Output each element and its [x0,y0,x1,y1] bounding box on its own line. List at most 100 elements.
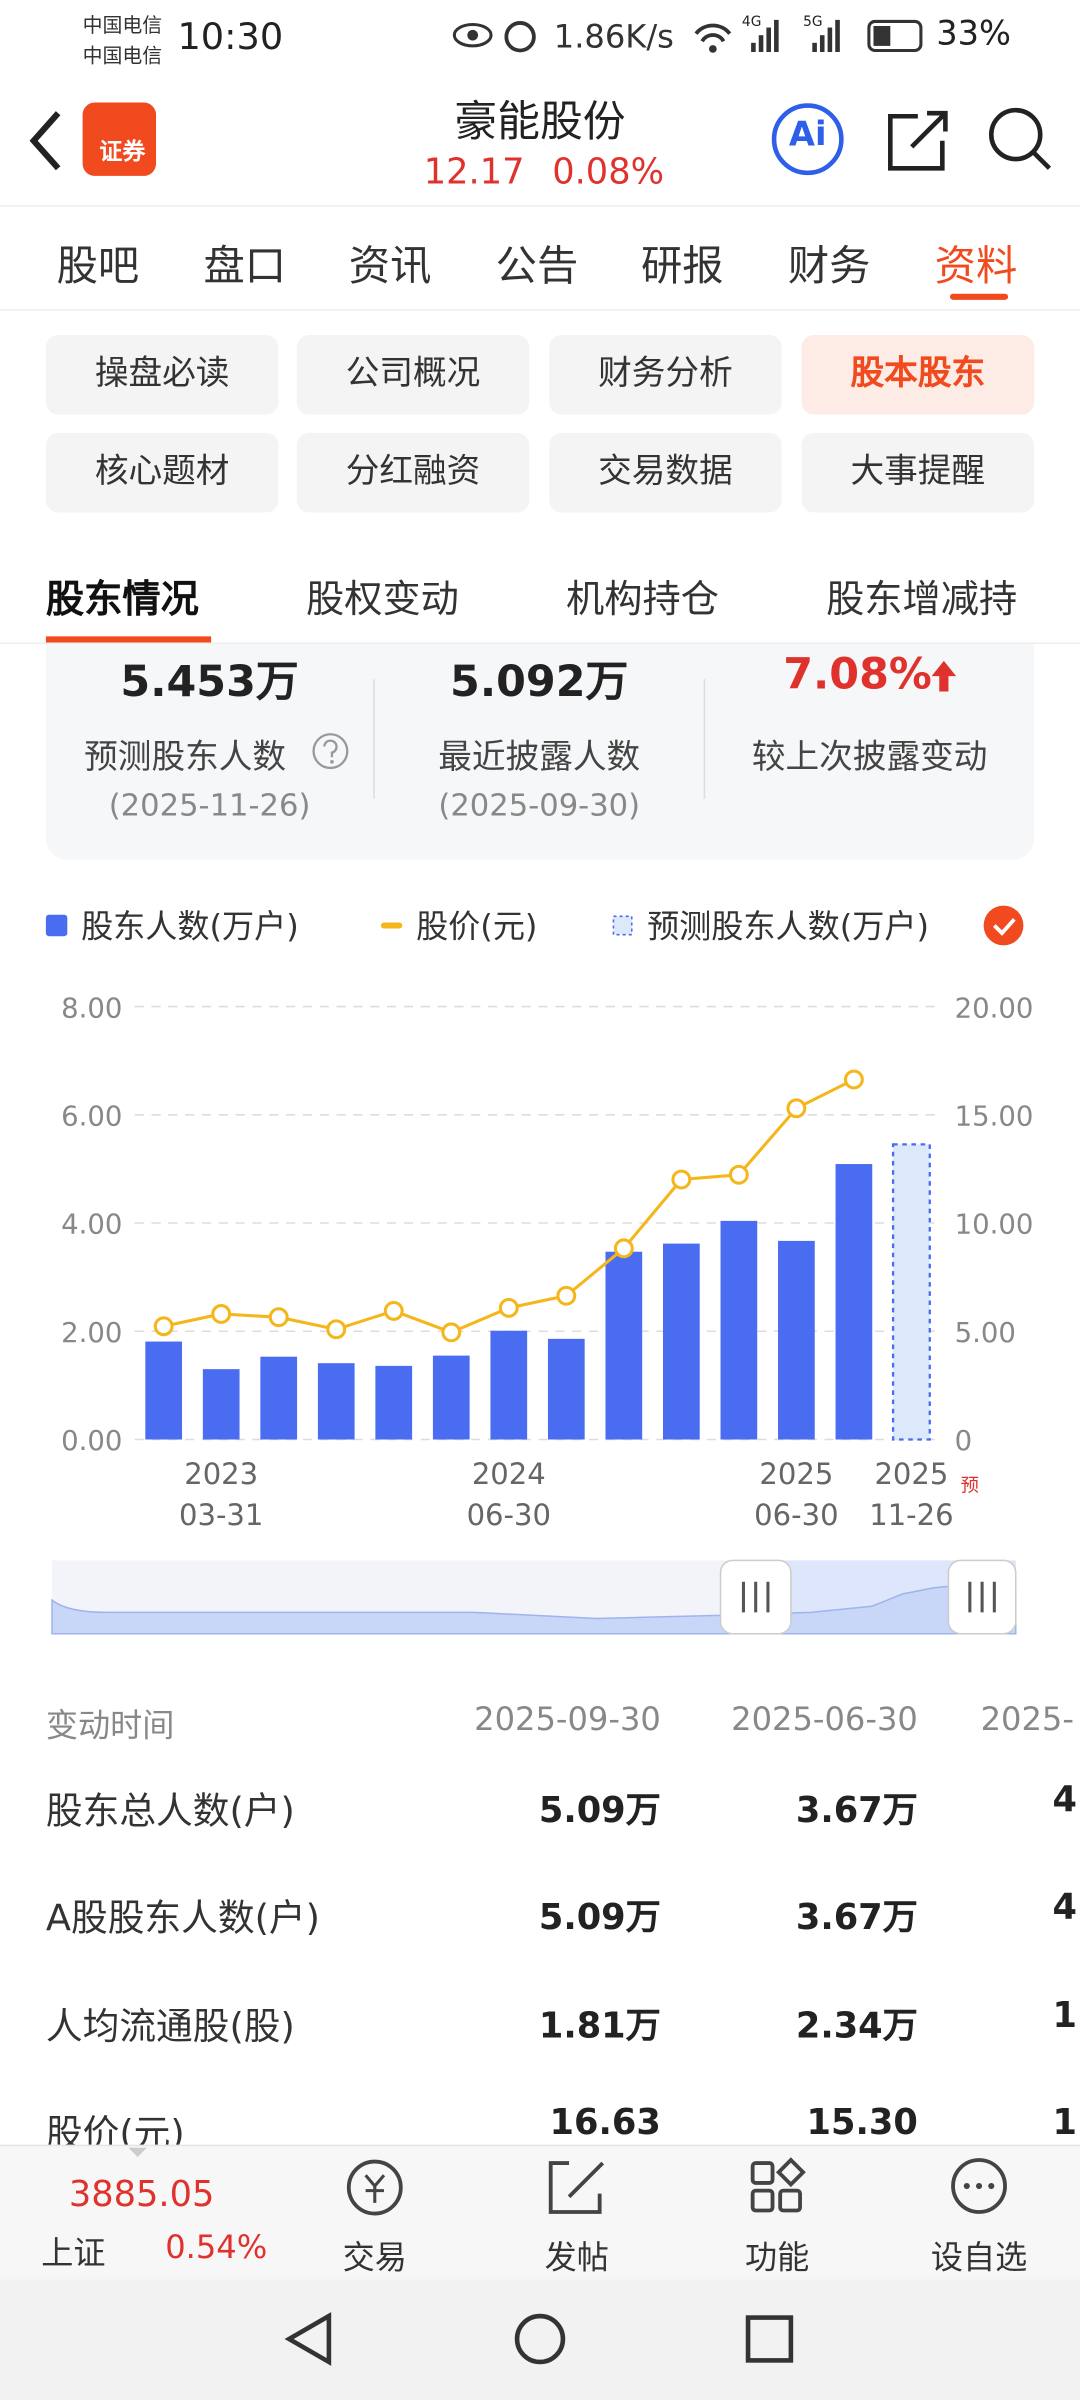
tab[interactable]: 公告 [495,243,579,291]
bar [202,1369,240,1440]
zoom-slider[interactable] [46,1557,1025,1640]
tab[interactable]: 股吧 [56,243,140,291]
tab-indicator [949,293,1009,300]
bottom-button[interactable]: 功能 [744,2239,810,2277]
legend-label: 预测股东人数(万户) [647,908,929,946]
bottom-button[interactable]: 设自选 [930,2239,1028,2277]
index-change[interactable]: 0.54% [165,2228,268,2266]
table-header: 变动时间 [45,1707,175,1744]
bar [662,1243,700,1440]
bottom-button[interactable]: 发帖 [544,2239,609,2277]
sub-tab[interactable]: 机构持仓 [566,576,720,622]
table-header: 2025-06-30 [731,1701,918,1738]
cell: 2.34万 [795,2007,918,2047]
divider [703,679,706,799]
stat-value: 5.453万 [120,656,299,707]
net: 5G [803,15,823,31]
price-point [671,1169,692,1190]
y-tick-label: 0.00 [61,1425,122,1457]
bar [260,1356,298,1440]
tab[interactable]: 资讯 [348,243,432,291]
forecast-bar [891,1143,931,1441]
bottom-button[interactable]: 交易 [342,2239,407,2277]
sub-tab[interactable]: 股东增减持 [826,576,1018,622]
sub-button[interactable]: 大事提醒 [801,432,1035,513]
divider [0,642,1080,645]
index-value[interactable]: 3885.05 [68,2175,215,2216]
stats-card [45,644,1035,860]
cell: 1.81万 [538,2007,661,2047]
bar [547,1338,585,1440]
cell: 16.63 [549,2103,661,2144]
cell: 5.09万 [538,1898,661,1939]
legend-swatch [380,922,403,929]
price-point [613,1238,634,1259]
sub-tab-indicator [45,636,212,643]
speed: 1.86K/s [553,18,674,56]
stock-price: 12.17 [423,152,525,193]
y2-tick-label: 15.00 [955,1101,1034,1133]
stock-name: 豪能股份 [454,96,626,147]
battery: 33% [936,15,1012,54]
app-badge[interactable]: 证券 [99,137,146,166]
row-label: 股东总人数(户) [45,1789,295,1833]
stat-label: 较上次披露变动 [751,738,988,778]
sub-button[interactable]: 公司概况 [296,335,530,415]
nav-bar[interactable] [0,2279,1080,2400]
sub-tab[interactable]: 股权变动 [305,576,459,622]
stock-change: 0.08% [552,152,665,193]
legend-swatch [45,914,68,937]
table-header: 2025- [980,1701,1074,1738]
cell: 3.67万 [795,1898,918,1939]
sub-button[interactable]: 操盘必读 [45,335,279,415]
stat-value: 5.092万 [450,656,629,707]
ai-button[interactable]: Ai [788,116,827,155]
sub-button[interactable]: 财务分析 [549,335,782,415]
y2-tick-label: 10.00 [955,1209,1034,1241]
x-tick-label: 06-30 [754,1498,838,1532]
tab[interactable]: 财务 [787,243,871,291]
x-tick-label: 11-26 [869,1498,953,1532]
y-tick-label: 6.00 [61,1101,122,1133]
bar [778,1240,815,1440]
y2-tick-label: 20.00 [955,992,1034,1024]
tab[interactable]: 盘口 [203,243,287,291]
price-point [326,1319,347,1340]
sub-button[interactable]: 核心题材 [45,432,279,513]
cell: 5.09万 [538,1791,661,1832]
cell: 4. [1052,1887,1080,1928]
stat-date: (2025-11-26) [108,786,311,824]
legend-toggle[interactable] [983,905,1024,946]
x-tick-label: 2025 [759,1457,833,1491]
cell: 1. [1052,1996,1080,2037]
stat-label: 预测股东人数 [84,738,287,778]
legend-label: 股价(元) [416,908,537,946]
stat-label: 最近披露人数 [438,738,641,778]
stat-date: (2025-09-30) [438,786,641,824]
price-point [728,1164,749,1185]
tab-active[interactable]: 资料 [934,243,1018,291]
sub-button-active[interactable]: 股本股东 [801,335,1035,415]
sub-button[interactable]: 分红融资 [296,432,530,513]
y-tick-label: 4.00 [61,1209,122,1241]
y2-tick-label: 0 [955,1425,973,1457]
price-point [556,1285,577,1306]
price-point [441,1322,462,1343]
toolbar-icons[interactable] [765,98,1063,184]
carrier: 中国电信 [82,15,163,39]
cell: 1 [1052,2103,1077,2144]
bar [432,1355,470,1440]
sub-button[interactable]: 交易数据 [549,432,782,513]
sub-tab-active[interactable]: 股东情况 [45,576,199,622]
index-name[interactable]: 上证 [41,2234,106,2272]
price-point [211,1304,232,1324]
tab[interactable]: 研报 [640,243,724,291]
bar [317,1363,355,1440]
x-tick-label: 06-30 [467,1498,551,1532]
cell: 4. [1052,1780,1080,1821]
bottom-icons [128,2147,1007,2216]
carrier: 中国电信 [82,45,163,69]
help-icon[interactable] [311,731,351,771]
